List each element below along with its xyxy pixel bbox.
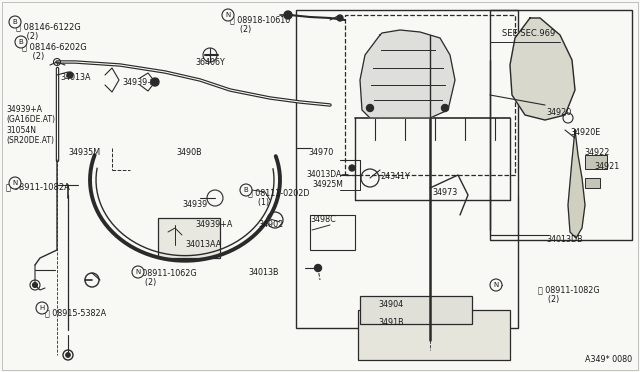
Text: Ⓑ 08111-0202D
    (1): Ⓑ 08111-0202D (1) (248, 188, 310, 208)
Text: 34920E: 34920E (570, 128, 600, 137)
Text: 3498C: 3498C (310, 215, 336, 224)
Text: N: N (136, 269, 141, 275)
Text: Ⓑ 08146-6202G
    (2): Ⓑ 08146-6202G (2) (22, 42, 87, 61)
Text: Ⓝ 08911-1082G
    (2): Ⓝ 08911-1082G (2) (538, 285, 600, 304)
Text: 34970: 34970 (308, 148, 333, 157)
Bar (585, 178, 600, 188)
Circle shape (337, 15, 343, 21)
Text: 3491B: 3491B (378, 318, 404, 327)
Text: H: H (40, 305, 45, 311)
Text: 34939+B: 34939+B (122, 78, 159, 87)
Text: 34925M: 34925M (312, 180, 343, 189)
Bar (296, 10, 518, 328)
Text: 34921: 34921 (594, 162, 620, 171)
Text: 34013B: 34013B (248, 268, 278, 277)
Circle shape (67, 72, 73, 78)
Circle shape (36, 302, 48, 314)
Bar (490, 10, 632, 240)
Text: N: N (493, 282, 499, 288)
Text: 24341Y: 24341Y (380, 172, 410, 181)
Circle shape (65, 353, 70, 357)
Text: Ⓝ 08918-10610
    (2): Ⓝ 08918-10610 (2) (230, 15, 291, 34)
Bar (345, 15, 515, 175)
Text: 34920: 34920 (546, 108, 572, 117)
Text: A349* 0080: A349* 0080 (585, 355, 632, 364)
Bar (158, 218, 220, 258)
Circle shape (222, 9, 234, 21)
Text: 34013A: 34013A (60, 73, 90, 82)
Circle shape (442, 105, 449, 112)
Polygon shape (568, 130, 585, 238)
Text: Ⓝ 08911-1062G
    (2): Ⓝ 08911-1062G (2) (135, 268, 196, 288)
Text: 34935M: 34935M (68, 148, 100, 157)
Text: SEE SEC.969: SEE SEC.969 (502, 29, 556, 38)
Text: 34904: 34904 (378, 300, 403, 309)
Text: Ⓑ 08146-6122G
    (2): Ⓑ 08146-6122G (2) (16, 22, 81, 41)
Bar (585, 155, 607, 169)
Text: 34939+A: 34939+A (195, 220, 232, 229)
Polygon shape (510, 18, 575, 120)
Circle shape (15, 36, 27, 48)
Text: 34902: 34902 (258, 220, 284, 229)
Text: 34939: 34939 (182, 200, 207, 209)
Circle shape (314, 264, 321, 272)
Circle shape (9, 16, 21, 28)
Circle shape (490, 279, 502, 291)
Text: 34013DA—: 34013DA— (306, 170, 349, 179)
Text: 34013AA: 34013AA (185, 240, 221, 249)
Text: 3490B: 3490B (176, 148, 202, 157)
Bar (310, 215, 355, 250)
Circle shape (240, 184, 252, 196)
Text: 34939+A
(GA16DE.AT)
31054N
(SR20DE.AT): 34939+A (GA16DE.AT) 31054N (SR20DE.AT) (6, 105, 55, 145)
Text: B: B (244, 187, 248, 193)
Text: B: B (19, 39, 24, 45)
Text: B: B (13, 19, 17, 25)
Text: N: N (225, 12, 230, 18)
Text: N: N (12, 180, 18, 186)
Circle shape (9, 177, 21, 189)
Text: 34013DB: 34013DB (546, 235, 582, 244)
Circle shape (284, 11, 292, 19)
Circle shape (132, 266, 144, 278)
Circle shape (349, 165, 355, 171)
Polygon shape (360, 30, 455, 118)
Bar (360, 296, 472, 324)
Text: Ⓝ 08911-1082A: Ⓝ 08911-1082A (6, 182, 70, 191)
Text: 36406Y: 36406Y (195, 58, 225, 67)
Circle shape (151, 78, 159, 86)
Text: Ⓢ 08915-5382A: Ⓢ 08915-5382A (45, 308, 106, 317)
Text: 34922: 34922 (584, 148, 609, 157)
Circle shape (33, 282, 38, 288)
Text: 34973: 34973 (432, 188, 457, 197)
Bar (358, 310, 510, 360)
Circle shape (367, 105, 374, 112)
